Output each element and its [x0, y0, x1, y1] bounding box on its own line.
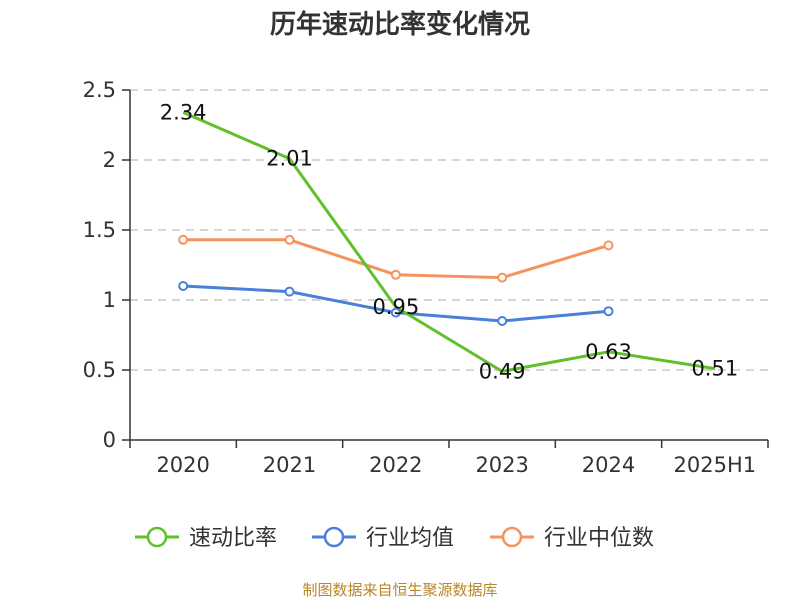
legend-label: 行业均值: [366, 526, 454, 551]
series-point: [497, 316, 508, 326]
y-tick-label: 0: [103, 428, 116, 452]
legend: 速动比率 行业均值 行业中位数: [135, 526, 654, 551]
y-tick-label: 2.5: [83, 78, 116, 102]
legend-marker: [323, 526, 345, 548]
y-tick-label: 0.5: [83, 358, 116, 382]
data-label: 0.51: [691, 357, 738, 381]
series-point: [497, 272, 508, 283]
y-tick-label: 1: [103, 288, 116, 312]
chart-title: 历年速动比率变化情况: [270, 9, 530, 40]
x-tick-label: 2020: [156, 453, 209, 477]
series-point: [603, 306, 614, 317]
data-label: 0.49: [479, 359, 526, 383]
x-tick-label: 2024: [582, 453, 635, 477]
series-line-0: [182, 111, 716, 373]
y-tick-label: 2: [103, 148, 116, 172]
y-tick-label: 1.5: [83, 218, 116, 242]
data-labels: 2.34 2.01 0.95 0.49 0.63 0.51: [160, 100, 738, 383]
series-point: [603, 240, 614, 251]
x-tick-label: 2023: [475, 453, 528, 477]
legend-marker: [501, 526, 523, 548]
series-lines: [182, 111, 716, 373]
series-point: [284, 234, 295, 245]
series-point: [178, 234, 189, 245]
data-label: 2.34: [160, 100, 207, 124]
series-point: [178, 281, 189, 291]
series-point: [284, 286, 295, 297]
series-point: [390, 269, 401, 280]
x-tick-label: 2021: [263, 453, 316, 477]
x-tick-label: 2022: [369, 453, 422, 477]
x-tick-label: 2025H1: [674, 453, 757, 477]
series-point: [390, 307, 401, 318]
legend-label: 速动比率: [189, 526, 277, 551]
legend-label: 行业中位数: [544, 526, 654, 551]
data-label: 0.63: [585, 340, 632, 364]
data-label: 0.95: [372, 295, 419, 319]
data-label: 2.01: [266, 147, 313, 171]
legend-marker: [146, 526, 168, 548]
series-markers: [178, 234, 614, 326]
source-note: 制图数据来自恒生聚源数据库: [302, 581, 497, 599]
